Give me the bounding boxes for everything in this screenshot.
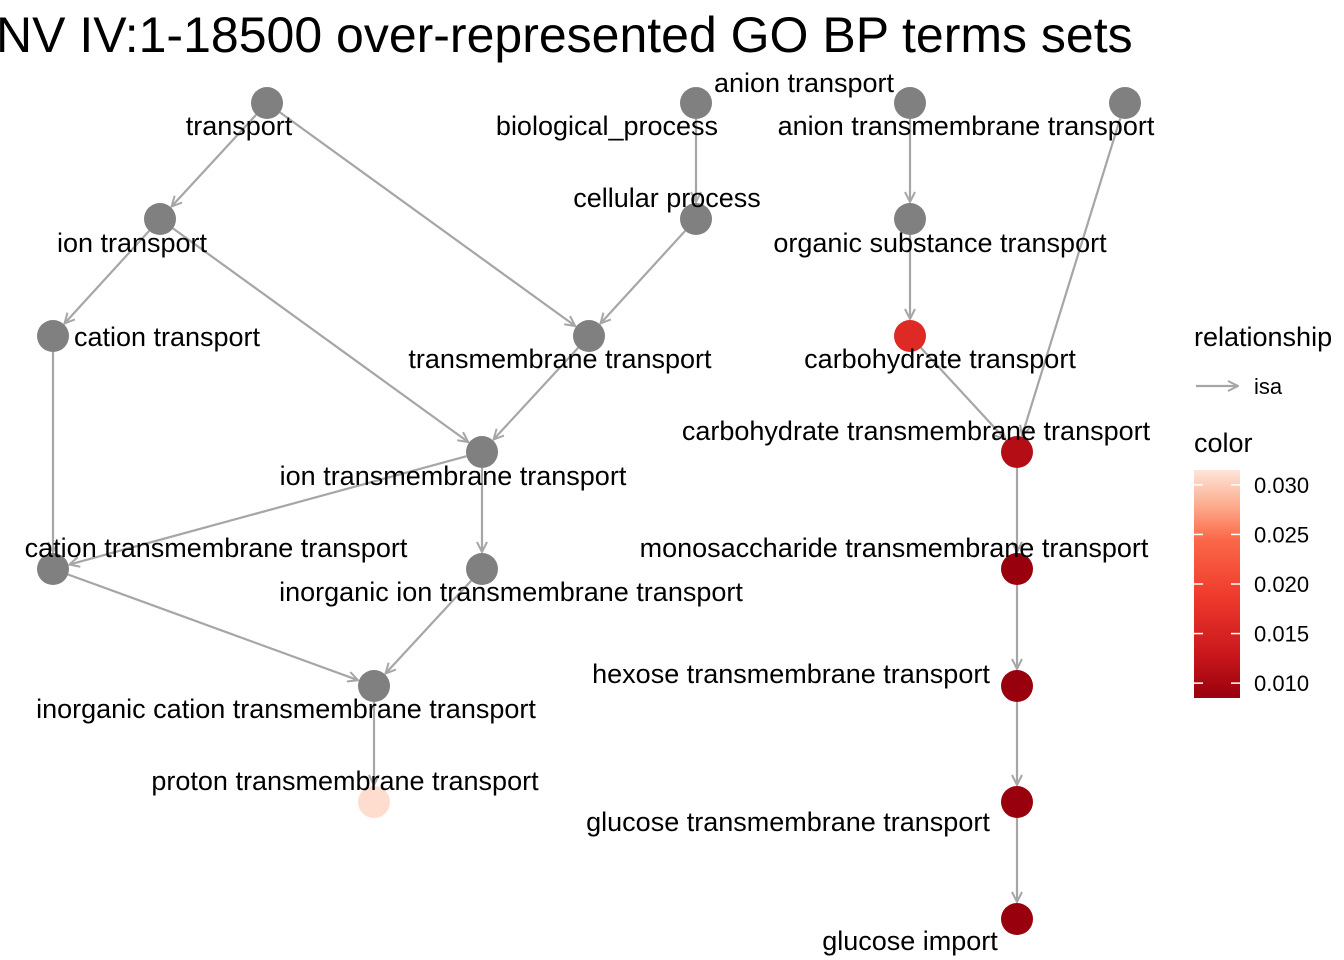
node-ion_transport[interactable] [144,203,176,235]
edge-ion_transport-to-ion_tm_transport [172,227,468,442]
node-label-cation_tm_transport: cation transmembrane transport [25,533,408,563]
node-label-anion_transport: anion transport [714,68,895,98]
color-tick-label: 0.030 [1254,473,1309,498]
node-anion_transport[interactable] [894,87,926,119]
node-carbohydrate_tm_transport[interactable] [1001,436,1033,468]
edge-ion_tm_transport-to-cation_tm_transport [69,455,467,564]
node-label-glucose_tm_transport: glucose transmembrane transport [586,807,990,837]
node-label-ion_transport: ion transport [57,228,208,258]
node-label-cellular_process: cellular process [573,183,761,213]
node-label-anion_tm_transport: anion transmembrane transport [778,111,1155,141]
node-carbohydrate_transport[interactable] [894,320,926,352]
node-label-carbohydrate_transport: carbohydrate transport [804,344,1076,374]
legend-isa-label: isa [1254,374,1283,399]
node-cellular_process[interactable] [680,203,712,235]
node-biological_process[interactable] [680,87,712,119]
node-label-transmembrane_transport: transmembrane transport [408,344,712,374]
edge-cation_tm_transport-to-inorganic_cation_tm_transport [67,573,358,680]
edge-ion_transport-to-cation_transport [64,230,151,324]
node-label-hexose_tm_transport: hexose transmembrane transport [592,659,990,689]
node-ion_tm_transport[interactable] [466,436,498,468]
edge-cellular_process-to-transmembrane_transport [600,230,687,324]
node-inorganic_cation_tm_transport[interactable] [358,670,390,702]
edges-layer [53,111,1122,902]
node-label-transport: transport [186,111,293,141]
legend-color-title: color [1194,428,1253,458]
node-label-carbohydrate_tm_transport: carbohydrate transmembrane transport [682,416,1151,446]
node-proton_tm_transport[interactable] [358,786,390,818]
node-label-monosaccharide_tm_transport: monosaccharide transmembrane transport [640,533,1149,563]
node-cation_tm_transport[interactable] [37,553,69,585]
node-transmembrane_transport[interactable] [573,320,605,352]
node-label-glucose_import: glucose import [822,926,998,956]
node-glucose_import[interactable] [1001,903,1033,935]
node-label-inorganic_ion_tm_transport: inorganic ion transmembrane transport [279,577,743,607]
edge-anion_tm_transport-to-carbohydrate_tm_transport [1022,117,1122,435]
node-label-proton_tm_transport: proton transmembrane transport [151,766,539,796]
node-label-organic_substance_transport: organic substance transport [773,228,1107,258]
legend: relationship isa color 0.0300.0250.0200.… [1194,322,1332,698]
node-anion_tm_transport[interactable] [1109,87,1141,119]
node-cation_transport[interactable] [37,320,69,352]
color-tick-label: 0.015 [1254,622,1309,647]
legend-relationship-title: relationship [1194,322,1332,352]
node-glucose_tm_transport[interactable] [1001,786,1033,818]
node-monosaccharide_tm_transport[interactable] [1001,553,1033,585]
chart-title: NV IV:1-18500 over-represented GO BP ter… [0,7,1133,63]
color-tick-label: 0.020 [1254,572,1309,597]
node-inorganic_ion_tm_transport[interactable] [466,553,498,585]
node-label-cation_transport: cation transport [74,322,261,352]
labels-layer: transport biological_process anion transpo… [25,68,1155,956]
color-tick-label: 0.010 [1254,671,1309,696]
edge-transport-to-transmembrane_transport [279,111,575,326]
node-label-inorganic_cation_tm_transport: inorganic cation transmembrane transport [36,694,536,724]
edge-carbohydrate_transport-to-carbohydrate_tm_transport [920,347,1006,440]
edge-transport-to-ion_transport [172,114,257,207]
color-scale-ticks: 0.030 0.025 0.020 0.015 0.010 [1194,473,1309,696]
node-label-biological_process: biological_process [496,111,718,141]
node-transport[interactable] [251,87,283,119]
node-hexose_tm_transport[interactable] [1001,670,1033,702]
nodes-layer [37,87,1141,935]
node-label-ion_tm_transport: ion transmembrane transport [280,461,627,491]
color-tick-label: 0.025 [1254,522,1309,547]
edge-transmembrane_transport-to-ion_tm_transport [494,347,579,440]
node-organic_substance_transport[interactable] [894,203,926,235]
edge-inorganic_ion_tm_transport-to-inorganic_cation_tm_transport [386,580,472,674]
